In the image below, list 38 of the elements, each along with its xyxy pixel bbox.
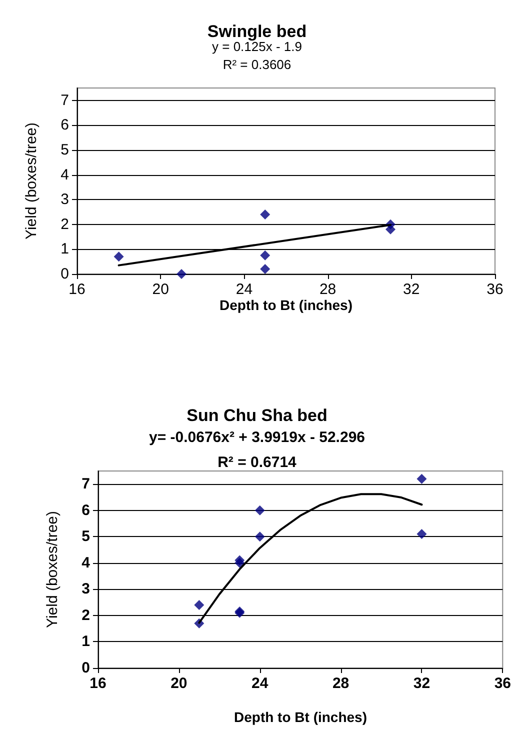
x-tick-label: 20 [170,675,188,692]
text: R² = 0.6714 [218,454,298,471]
y-axis-title: Yield (boxes/tree) [44,511,61,628]
text: y = 0.125x - 1.9 [212,39,302,54]
y-tick-label: 2 [82,606,90,624]
y-tick-label: 6 [60,116,69,134]
chart-title: Swingle bed [207,22,307,41]
x-tick-label: 24 [252,675,269,692]
x-axis-title: Depth to Bt (inches) [234,709,367,725]
y-tick-label: 3 [60,191,69,208]
y-tick-label: 4 [60,166,69,184]
y-tick-label: 0 [60,266,69,282]
y-tick-label: 3 [82,580,90,598]
chart-title: Sun Chu Sha bed [186,406,328,425]
x-tick-label: 24 [236,281,253,298]
x-tick-label: 16 [90,675,106,692]
x-tick-label: 32 [403,281,420,298]
x-tick-label: 36 [494,675,511,692]
x-axis-title: Depth to Bt (inches) [220,297,352,313]
y-tick-label: 2 [60,216,69,233]
y-axis-title: Yield (boxes/tree) [23,122,40,240]
x-tick-label: 28 [319,281,336,298]
y-tick-label: 5 [82,528,90,546]
y-tick-label: 7 [60,92,69,109]
y-tick-label: 6 [82,502,90,519]
x-tick-label: 16 [68,281,86,298]
y-tick-label: 5 [60,142,69,158]
x-tick-label: 20 [152,281,169,298]
x-tick-label: 36 [486,281,504,298]
y-tick-label: 7 [82,476,90,493]
x-tick-label: 28 [332,675,350,692]
y-tick-label: 1 [82,633,90,650]
y-tick-label: 1 [60,240,69,258]
text: y= -0.0676x² + 3.9919x - 52.296 [148,429,366,446]
y-tick-label: 4 [82,554,91,572]
y-tick-label: 0 [82,660,90,676]
text: R² = 0.3606 [222,57,292,72]
x-tick-label: 32 [413,675,430,692]
